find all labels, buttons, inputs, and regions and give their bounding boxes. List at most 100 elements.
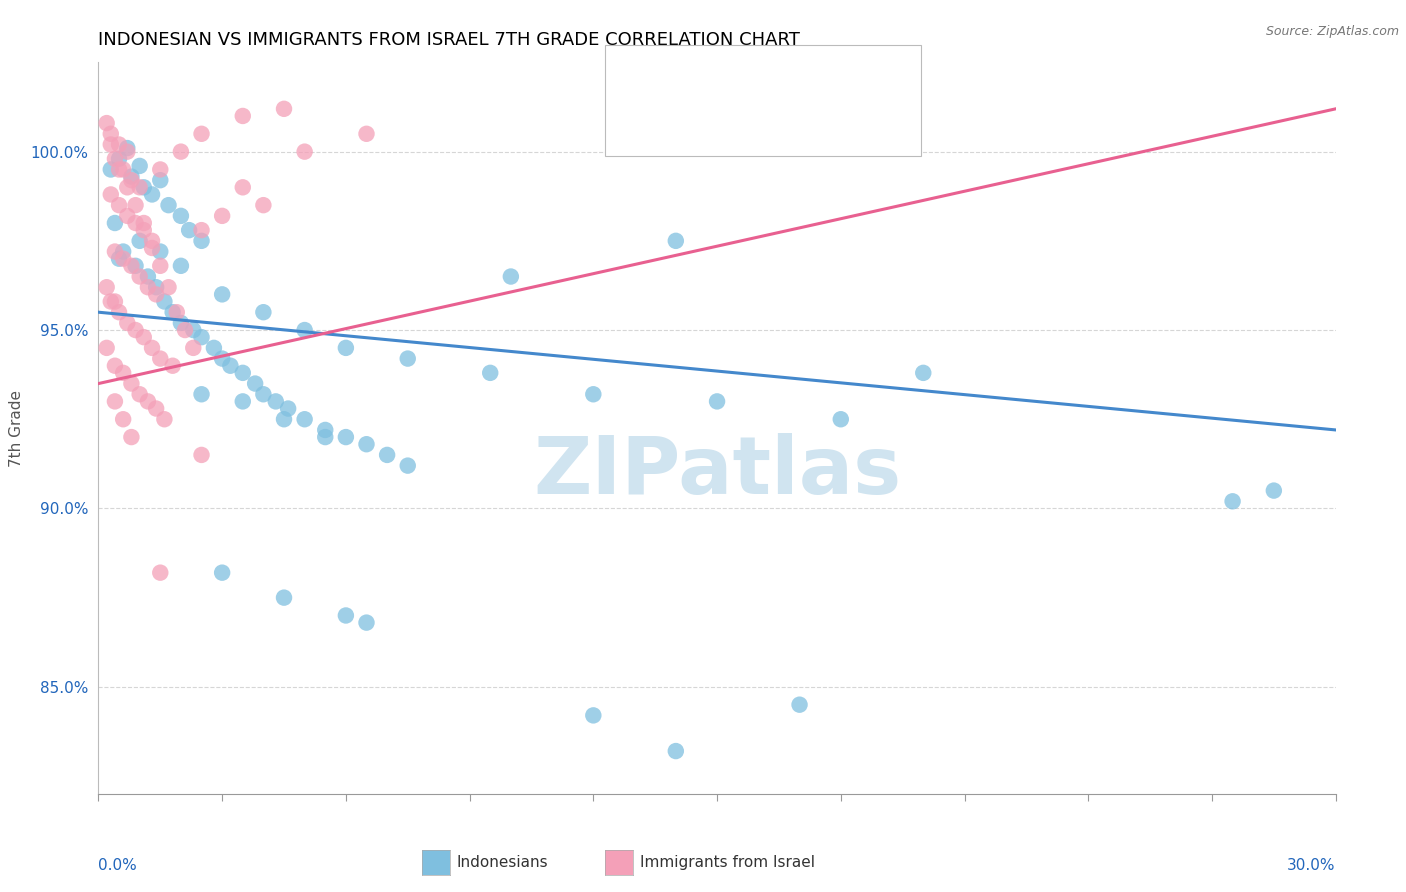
Text: 66: 66 bbox=[814, 67, 837, 85]
Point bbox=[108, 162, 131, 177]
Point bbox=[181, 323, 204, 337]
Point bbox=[112, 252, 135, 266]
Point bbox=[499, 269, 522, 284]
Text: 0.323: 0.323 bbox=[704, 110, 758, 128]
Point bbox=[264, 394, 287, 409]
Point bbox=[174, 323, 197, 337]
Point bbox=[335, 341, 357, 355]
Point bbox=[170, 316, 193, 330]
Point bbox=[136, 280, 159, 294]
Point bbox=[132, 216, 155, 230]
Text: ZIPatlas: ZIPatlas bbox=[533, 433, 901, 511]
Point bbox=[335, 608, 357, 623]
Point bbox=[108, 198, 131, 212]
Point bbox=[124, 259, 146, 273]
Point bbox=[219, 359, 242, 373]
Point bbox=[190, 448, 212, 462]
Point bbox=[141, 234, 163, 248]
Point bbox=[100, 127, 122, 141]
Point bbox=[202, 341, 225, 355]
Point bbox=[179, 223, 201, 237]
Point bbox=[356, 437, 378, 451]
Point bbox=[100, 187, 122, 202]
Point bbox=[153, 412, 176, 426]
Point bbox=[145, 287, 167, 301]
Point bbox=[356, 127, 378, 141]
Point bbox=[294, 145, 316, 159]
Point bbox=[117, 180, 139, 194]
Point bbox=[120, 169, 142, 184]
Point bbox=[396, 458, 419, 473]
Point bbox=[190, 223, 212, 237]
Point bbox=[145, 401, 167, 416]
Point bbox=[162, 359, 184, 373]
Point bbox=[100, 162, 122, 177]
Point bbox=[314, 423, 336, 437]
Point bbox=[181, 341, 204, 355]
Point bbox=[149, 244, 172, 259]
Text: -0.162: -0.162 bbox=[704, 67, 763, 85]
Point bbox=[96, 280, 118, 294]
Point bbox=[912, 366, 935, 380]
Point bbox=[830, 412, 852, 426]
Point bbox=[335, 430, 357, 444]
Point bbox=[706, 394, 728, 409]
Point bbox=[117, 141, 139, 155]
Point bbox=[211, 566, 233, 580]
Point bbox=[232, 366, 254, 380]
Point bbox=[252, 387, 274, 401]
Text: Source: ZipAtlas.com: Source: ZipAtlas.com bbox=[1265, 25, 1399, 38]
Point bbox=[117, 316, 139, 330]
Point bbox=[108, 137, 131, 152]
Point bbox=[108, 252, 131, 266]
Point bbox=[232, 109, 254, 123]
Text: 30.0%: 30.0% bbox=[1288, 858, 1336, 873]
Point bbox=[112, 366, 135, 380]
Point bbox=[149, 259, 172, 273]
Point bbox=[132, 180, 155, 194]
Point bbox=[132, 223, 155, 237]
Point bbox=[112, 244, 135, 259]
Point bbox=[665, 234, 688, 248]
Point bbox=[145, 280, 167, 294]
Point bbox=[149, 351, 172, 366]
Point bbox=[104, 294, 127, 309]
Point bbox=[252, 305, 274, 319]
Point bbox=[582, 708, 605, 723]
Point bbox=[157, 198, 180, 212]
Point bbox=[294, 412, 316, 426]
Text: N =: N = bbox=[775, 67, 811, 85]
Point bbox=[128, 180, 150, 194]
Text: N =: N = bbox=[775, 110, 811, 128]
Point bbox=[136, 269, 159, 284]
Point bbox=[356, 615, 378, 630]
Point bbox=[375, 448, 398, 462]
Point bbox=[108, 152, 131, 166]
Text: 0.0%: 0.0% bbox=[98, 858, 138, 873]
Point bbox=[166, 305, 188, 319]
Text: Indonesians: Indonesians bbox=[457, 855, 548, 870]
Point bbox=[112, 162, 135, 177]
Point bbox=[1222, 494, 1244, 508]
Point bbox=[211, 351, 233, 366]
Point bbox=[582, 387, 605, 401]
Text: R =: R = bbox=[662, 110, 699, 128]
Point bbox=[104, 359, 127, 373]
Point bbox=[128, 269, 150, 284]
Point bbox=[294, 323, 316, 337]
Point bbox=[128, 159, 150, 173]
Point bbox=[100, 294, 122, 309]
Point bbox=[120, 376, 142, 391]
Point bbox=[170, 209, 193, 223]
Point bbox=[243, 376, 266, 391]
Point bbox=[211, 209, 233, 223]
Point bbox=[273, 591, 295, 605]
Point bbox=[232, 394, 254, 409]
Point bbox=[190, 127, 212, 141]
Point bbox=[273, 412, 295, 426]
Point bbox=[117, 145, 139, 159]
Point bbox=[117, 209, 139, 223]
Point bbox=[100, 137, 122, 152]
Point bbox=[104, 216, 127, 230]
Point bbox=[141, 241, 163, 255]
